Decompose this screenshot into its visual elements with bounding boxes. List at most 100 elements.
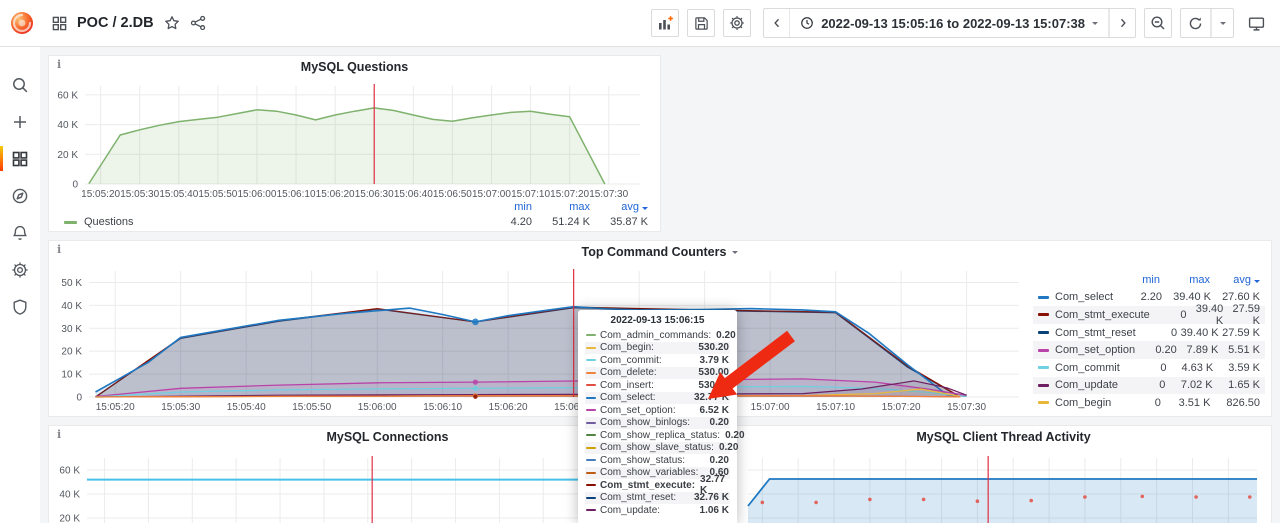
- legend-series-row: Com_commit 0 4.63 K 3.59 K: [1033, 359, 1265, 377]
- legend-sort-max[interactable]: max: [569, 201, 590, 213]
- tooltip-series-row: Com_show_replica_status: 0.20: [585, 429, 745, 442]
- threads-chart[interactable]: [742, 452, 1267, 523]
- legend-sort-avg[interactable]: avg: [1210, 274, 1260, 286]
- legend-avg-value: 27.60 K: [1222, 291, 1260, 304]
- save-icon: [694, 16, 708, 30]
- panel-info-icon[interactable]: i: [57, 428, 62, 441]
- legend-series-label[interactable]: Com_stmt_execute: [1038, 309, 1150, 321]
- time-range-text: 2022-09-13 15:05:16 to 2022-09-13 15:07:…: [821, 15, 1085, 31]
- tooltip-series-value: 3.79 K: [699, 354, 729, 366]
- svg-text:15:07:10: 15:07:10: [511, 189, 550, 200]
- legend-series-label[interactable]: Com_commit: [1038, 362, 1120, 374]
- sidebar-item-explore[interactable]: [0, 182, 40, 209]
- breadcrumb[interactable]: POC / 2.DB: [52, 15, 206, 31]
- tooltip-series-value: 32.76 K: [693, 492, 729, 504]
- legend-sort-min[interactable]: min: [1142, 273, 1160, 286]
- star-icon[interactable]: [164, 15, 180, 31]
- questions-chart[interactable]: 15:05:20 15:05:30 15:05:40 15:05:50 15:06:00…: [55, 82, 654, 200]
- tooltip-series-name: Com_show_variables:: [600, 467, 699, 479]
- legend-series-label[interactable]: Com_set_option: [1038, 344, 1135, 356]
- search-icon: [13, 77, 28, 92]
- time-range-caret-icon: [1092, 21, 1098, 25]
- panel-mysql-client-thread-activity: MySQL Client Thread Activity: [735, 425, 1272, 523]
- dashboard-grid-icon: [52, 16, 67, 30]
- legend-max-value: 39.40 K: [1173, 291, 1212, 304]
- tooltip-series-row: Com_show_slave_status: 0.20: [585, 441, 738, 454]
- legend-series-label[interactable]: Com_begin: [1038, 397, 1111, 409]
- tooltip-series-row: Com_show_binlogs: 0.20: [585, 416, 730, 429]
- tooltip-series-row: Com_delete: 530.00: [585, 366, 730, 379]
- legend-series-label[interactable]: Com_select: [1038, 291, 1113, 303]
- dashboard-settings-button[interactable]: [723, 9, 752, 37]
- grafana-logo[interactable]: [0, 10, 44, 36]
- svg-text:15:05:50: 15:05:50: [292, 402, 331, 413]
- legend-max-value: 7.89 K: [1186, 344, 1219, 357]
- svg-text:15:05:40: 15:05:40: [227, 402, 266, 413]
- legend-sort-avg[interactable]: avg: [590, 201, 648, 213]
- svg-text:15:05:30: 15:05:30: [161, 402, 200, 413]
- panel-title[interactable]: MySQL Client Thread Activity: [916, 430, 1091, 444]
- breadcrumb-text[interactable]: POC / 2.DB: [77, 15, 154, 31]
- series-color-dash: [64, 220, 77, 224]
- svg-text:15:05:20: 15:05:20: [96, 402, 135, 413]
- legend-avg-value: 35.87 K: [610, 216, 648, 228]
- save-dashboard-button[interactable]: [687, 9, 716, 37]
- top-command-chart[interactable]: 15:05:20 15:05:30 15:05:40 15:05:50 15:06:00…: [55, 267, 1047, 415]
- svg-text:15:05:30: 15:05:30: [120, 189, 159, 200]
- legend-series-row: Questions 4.20 51.24 K 35.87 K: [59, 216, 648, 228]
- series-color-dash: [586, 459, 596, 462]
- legend-sort-min[interactable]: min: [514, 201, 532, 213]
- time-shift-back-button[interactable]: [764, 9, 791, 37]
- panel-title[interactable]: Top Command Counters: [581, 245, 727, 259]
- sidebar-item-configuration[interactable]: [0, 256, 40, 283]
- sidebar-item-server-admin[interactable]: [0, 293, 40, 320]
- tooltip-series-name: Com_set_option:: [600, 404, 676, 416]
- series-color-dash: [586, 409, 596, 412]
- zoom-out-button[interactable]: [1144, 8, 1172, 38]
- bell-icon: [13, 225, 27, 240]
- legend-series-label[interactable]: Com_update: [1038, 379, 1118, 391]
- legend-header-row: min max avg: [59, 201, 648, 213]
- svg-text:15:07:00: 15:07:00: [472, 189, 511, 200]
- sort-caret-icon: [642, 207, 648, 210]
- sidebar-item-alerting[interactable]: [0, 219, 40, 246]
- time-range-picker[interactable]: 2022-09-13 15:05:16 to 2022-09-13 15:07:…: [790, 9, 1109, 37]
- tooltip-series-row: Com_admin_commands: 0.20: [585, 329, 736, 342]
- tv-mode-button[interactable]: [1242, 9, 1270, 37]
- svg-text:15:07:30: 15:07:30: [589, 189, 628, 200]
- legend-sort-max[interactable]: max: [1189, 273, 1210, 286]
- refresh-group: [1180, 8, 1234, 38]
- panel-title[interactable]: MySQL Questions: [300, 60, 409, 74]
- add-panel-button[interactable]: [651, 9, 680, 37]
- panel-menu-caret-icon[interactable]: [732, 250, 739, 254]
- series-color-dash: [1038, 366, 1049, 370]
- legend-series-label[interactable]: Questions: [59, 216, 474, 228]
- sidebar-item-search[interactable]: [0, 71, 40, 98]
- sidebar-item-create[interactable]: [0, 108, 40, 135]
- refresh-interval-dropdown[interactable]: [1211, 9, 1233, 37]
- svg-text:15:06:40: 15:06:40: [394, 189, 433, 200]
- legend-series-label[interactable]: Com_stmt_reset: [1038, 327, 1136, 339]
- chevron-right-icon: [1120, 18, 1126, 28]
- legend-header-row: min max avg: [1033, 271, 1265, 289]
- panel-info-icon[interactable]: i: [57, 243, 62, 256]
- svg-text:15:06:20: 15:06:20: [316, 189, 355, 200]
- refresh-button[interactable]: [1181, 9, 1211, 37]
- panel-info-icon[interactable]: i: [57, 58, 62, 71]
- svg-text:15:06:20: 15:06:20: [489, 402, 528, 413]
- svg-text:20 K: 20 K: [61, 347, 82, 358]
- svg-text:15:05:40: 15:05:40: [159, 189, 198, 200]
- tooltip-series-value: 0.20: [718, 442, 739, 454]
- series-color-dash: [586, 446, 596, 449]
- svg-text:15:05:50: 15:05:50: [198, 189, 237, 200]
- panel-title[interactable]: MySQL Connections: [326, 430, 449, 444]
- tooltip-series-name: Com_show_replica_status:: [600, 429, 721, 441]
- legend-max-value: 51.24 K: [552, 216, 590, 228]
- time-shift-forward-button[interactable]: [1109, 9, 1135, 37]
- tooltip-series-row: Com_stmt_execute: 32.77 K: [585, 474, 730, 496]
- tooltip-series-value: 530.20: [698, 342, 729, 354]
- svg-text:15:06:50: 15:06:50: [433, 189, 472, 200]
- share-icon[interactable]: [190, 15, 206, 31]
- sidebar-item-dashboards[interactable]: [0, 145, 40, 172]
- legend-max-value: 39.40 K: [1180, 326, 1219, 339]
